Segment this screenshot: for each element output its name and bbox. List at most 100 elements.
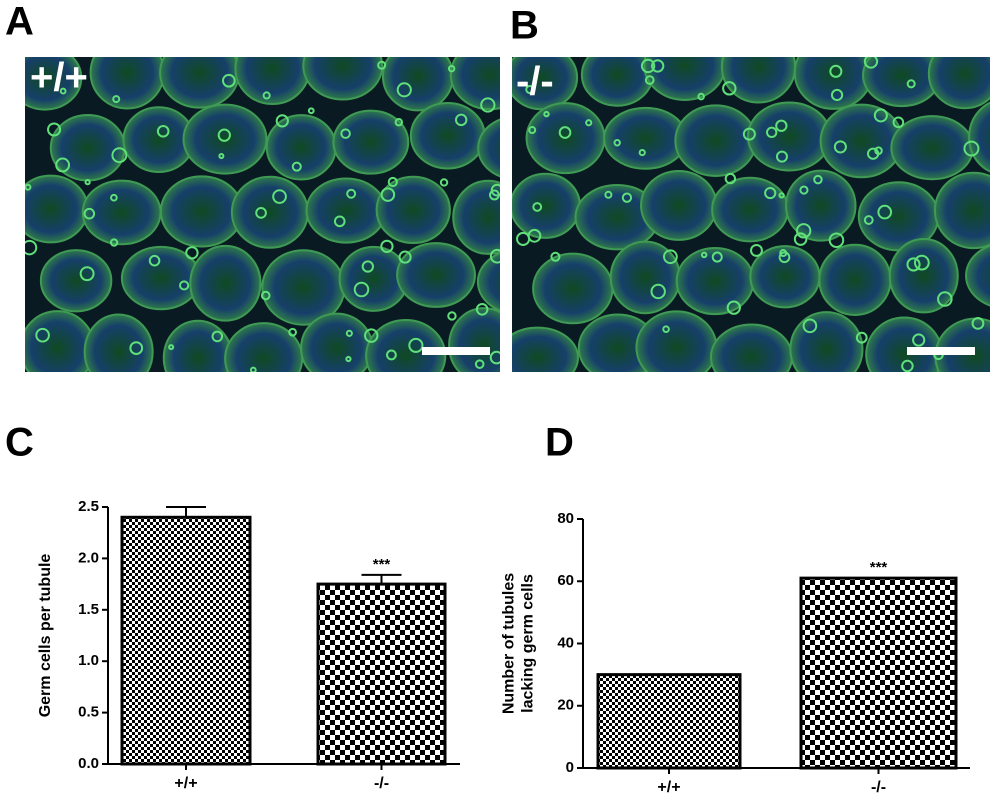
germ-cell [111,147,128,164]
scale-bar [422,347,490,355]
germ-cell [112,95,121,104]
tubule [609,240,681,315]
germ-cell [353,281,370,298]
tubule [25,310,96,372]
y-tick-label: 1.5 [78,601,99,618]
tubule [230,175,309,249]
x-tick-label: -/- [374,775,389,792]
tubule [159,57,241,109]
tubule [375,175,451,245]
y-tick-label: 0.0 [78,755,99,772]
germ-cell [543,110,550,118]
x-tick-label: +/+ [657,779,680,796]
germ-cell [662,325,670,333]
germ-cell [775,150,788,163]
germ-cell [386,349,397,361]
germ-cell [25,239,38,256]
germ-cell [913,254,930,271]
germ-cell [906,257,921,272]
germ-cell [333,215,346,228]
germ-cell [260,290,271,301]
germ-cell [722,81,737,96]
germ-cell [764,186,777,200]
germ-cell [380,187,396,202]
bar [596,673,742,770]
tubule [746,101,832,172]
tubules [512,57,990,372]
y-tick-label: 2.5 [78,498,99,515]
germ-cell [866,147,880,160]
germ-cell [613,139,621,147]
tubule [819,103,904,179]
germ-cell [750,243,763,257]
germ-cell [585,119,593,127]
bar [316,582,447,766]
germ-cell [644,75,655,85]
tubule [162,319,234,372]
tubule [300,312,374,372]
germ-cell [650,283,666,300]
germ-cell [480,97,496,113]
germ-cell [550,251,561,262]
tubule [448,307,500,372]
tubule [476,252,500,312]
scale-bar [907,347,975,355]
germ-cell [110,193,118,202]
bar [799,576,958,770]
germ-cell [779,249,788,258]
germ-cell [55,157,71,173]
tubule [674,104,758,177]
tubule [720,57,797,104]
germ-cell [799,185,809,195]
germ-cell [475,302,489,316]
y-tick-label: 80 [557,510,574,527]
germ-cell [79,266,95,282]
germ-cell [873,108,888,123]
germ-cell [488,189,500,201]
panel-label: C [5,421,34,465]
germ-cell [394,118,404,127]
y-axis-label: lacking germ cells [520,574,537,713]
germ-cell [345,329,353,337]
tubule [512,326,579,372]
germ-cell [490,183,500,197]
germ-cell [221,73,236,88]
germ-cell [377,60,387,70]
germ-cell [795,223,812,239]
germ-cell [877,204,893,220]
germ-cell [778,192,785,199]
tubule [234,57,311,106]
germ-cell [640,58,656,74]
tubule [39,249,113,313]
tubule [890,115,975,181]
tubule [305,177,387,244]
germ-cell [474,359,485,369]
germ-cell [863,57,879,69]
tubule [25,174,89,244]
germ-cell [288,327,297,337]
germ-cell [398,250,412,264]
germ-cell [778,251,791,264]
germ-cell [527,228,542,243]
tubule [409,102,486,170]
germ-cell [813,174,823,185]
tubules [25,57,500,372]
germ-cell [262,91,271,100]
tubule [182,103,268,175]
tubule [532,252,614,325]
germ-cell [218,153,225,160]
tubule [640,169,718,241]
germ-cell [558,126,572,139]
y-tick-label: 20 [557,697,574,714]
germ-cell [408,337,424,353]
tubule [396,242,476,308]
y-axis-label: Germ cells per tubule [37,554,54,718]
tubule [603,106,688,170]
significance: *** [373,556,391,573]
tubule [83,313,154,372]
tubule [643,57,727,101]
germ-cell [937,291,953,307]
tubule [965,244,990,307]
germ-cell [604,190,613,199]
tubule [512,172,581,239]
